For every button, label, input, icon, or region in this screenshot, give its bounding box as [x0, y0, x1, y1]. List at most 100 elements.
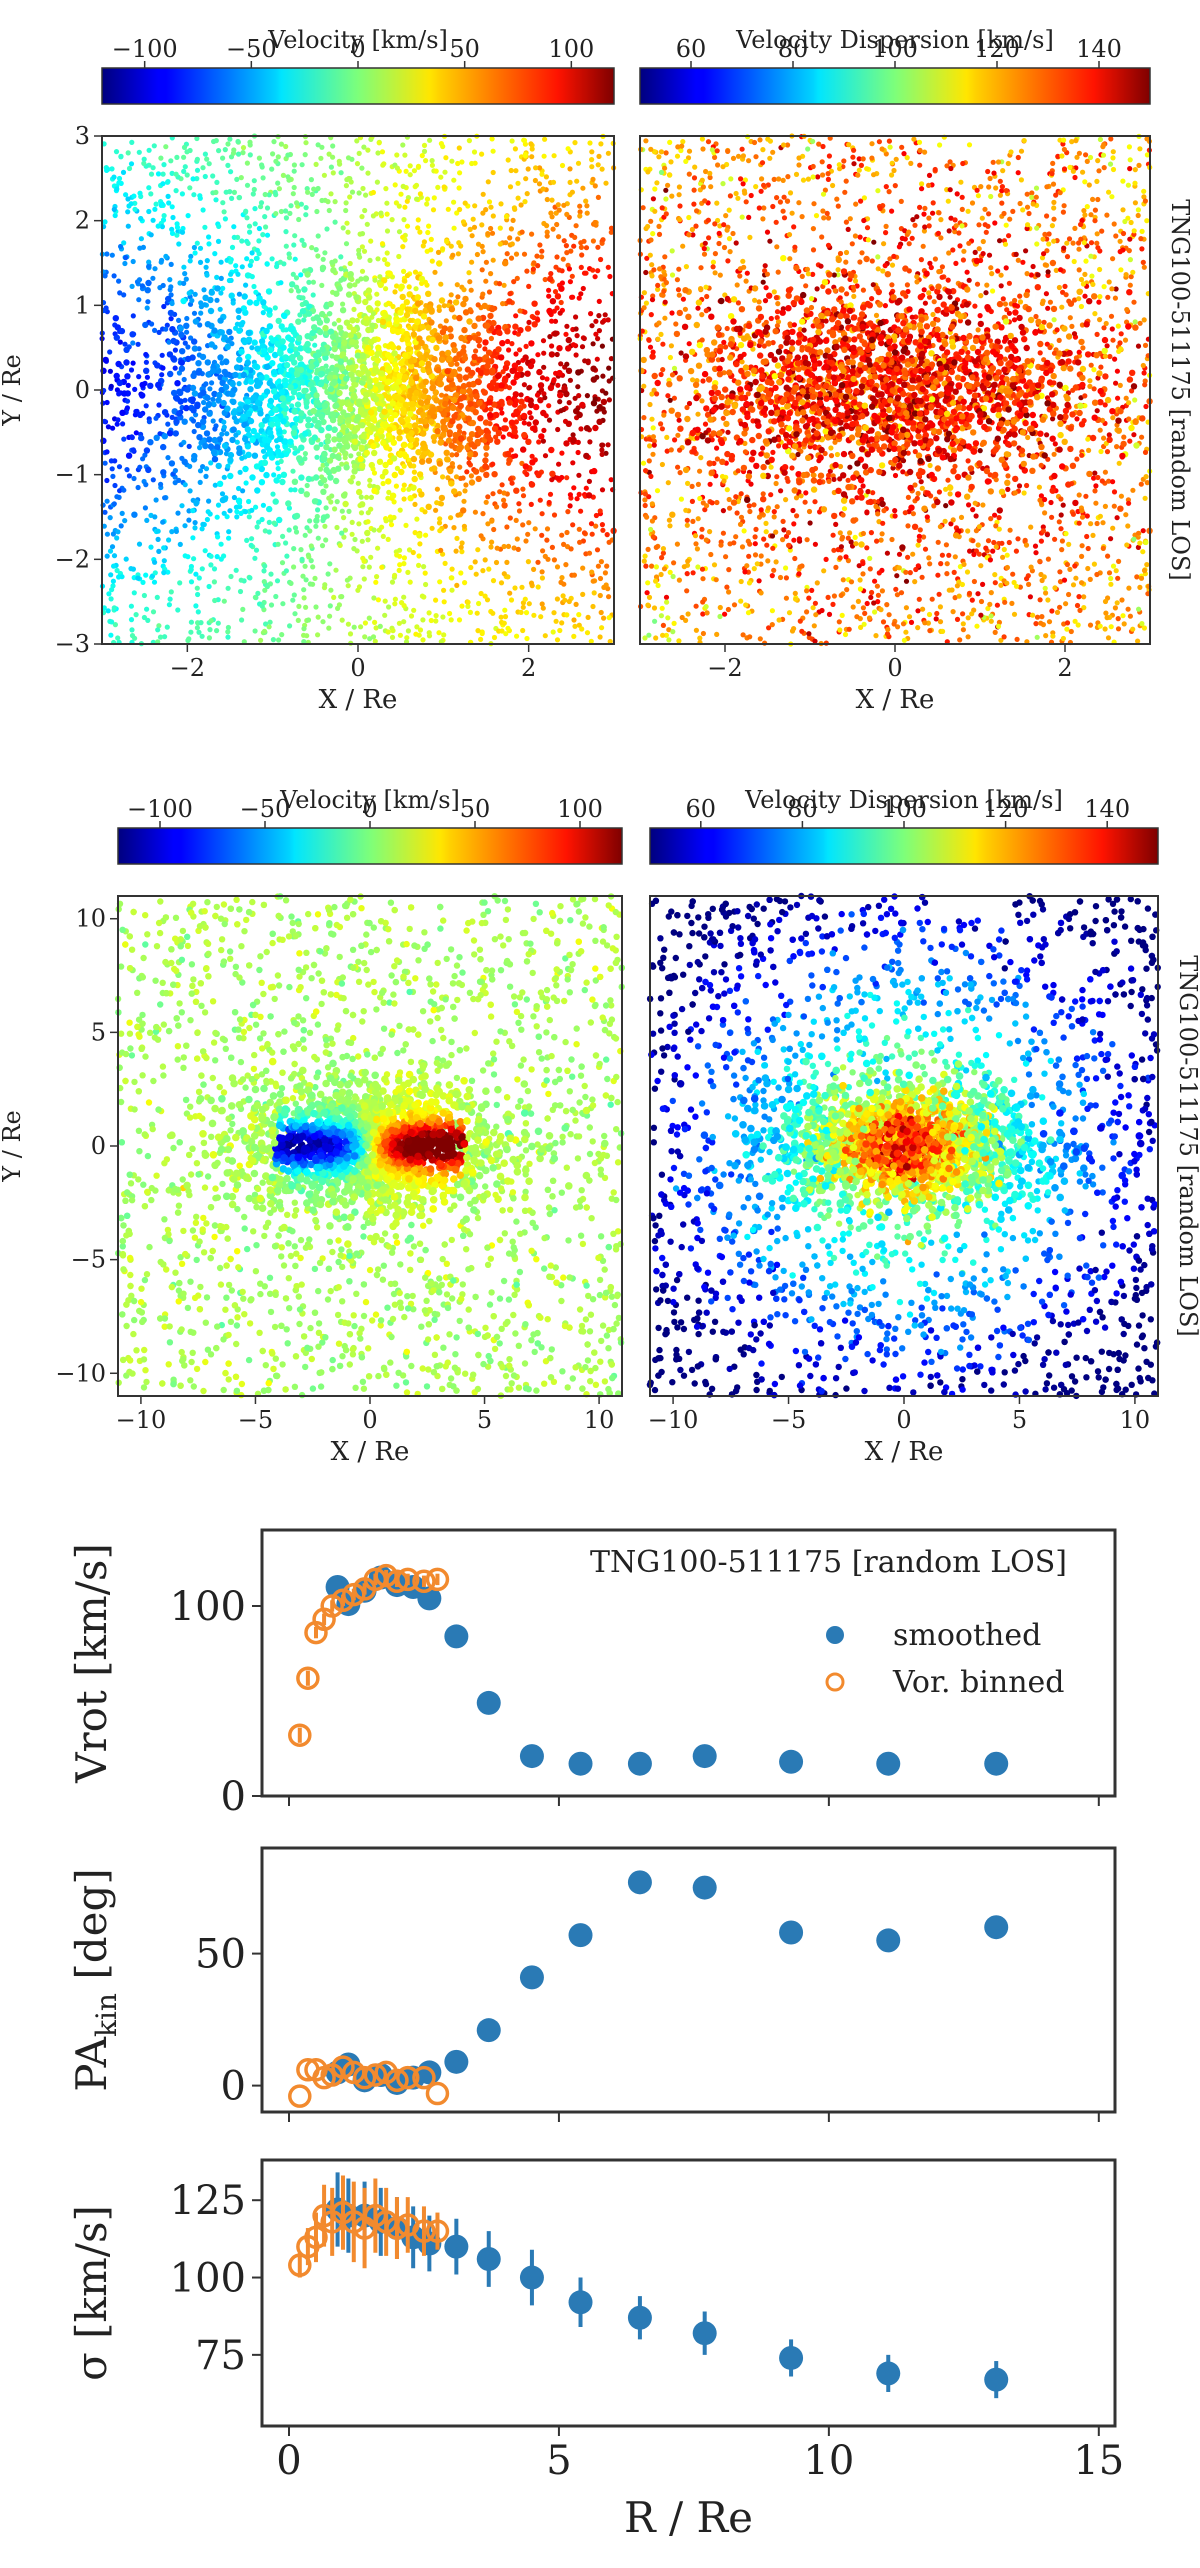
map-point — [333, 290, 340, 297]
map-point — [275, 541, 281, 547]
map-point — [111, 273, 117, 279]
map-point — [1088, 240, 1095, 246]
map-point — [592, 219, 598, 226]
map-point — [368, 461, 375, 469]
map-point — [554, 293, 562, 300]
map-point — [357, 406, 365, 413]
map-point — [256, 295, 263, 302]
map-point — [227, 259, 234, 265]
map-point — [531, 612, 537, 618]
map-point — [573, 408, 580, 415]
map-point — [238, 577, 244, 583]
map-point — [223, 371, 230, 378]
map-point — [300, 295, 306, 301]
map-point — [420, 430, 427, 437]
map-point — [302, 456, 308, 462]
map-point — [337, 542, 343, 549]
map-point — [570, 342, 577, 348]
map-point — [1051, 317, 1057, 323]
map-point — [685, 611, 691, 617]
map-point — [521, 431, 528, 439]
map-point — [368, 494, 374, 500]
map-point — [462, 309, 470, 316]
map-point — [202, 302, 208, 308]
map-point — [308, 558, 314, 564]
map-point — [573, 326, 579, 332]
map-point — [358, 444, 365, 451]
x-tick-label: −2 — [170, 654, 205, 682]
map-point — [680, 296, 687, 302]
map-point — [299, 556, 305, 563]
map-point — [479, 629, 485, 635]
map-point — [278, 458, 284, 464]
map-point — [290, 429, 298, 436]
map-point — [565, 336, 572, 344]
map-point — [407, 461, 413, 467]
map-point — [554, 221, 560, 228]
map-point — [205, 400, 213, 408]
map-point — [563, 331, 569, 337]
map-point — [392, 182, 398, 188]
map-point — [513, 517, 519, 524]
map-point — [596, 153, 602, 159]
map-point — [438, 547, 444, 554]
map-point — [583, 485, 589, 491]
map-point — [508, 419, 516, 426]
map-point — [311, 324, 318, 331]
map-point — [424, 196, 431, 202]
map-point — [203, 381, 209, 387]
map-point — [460, 475, 466, 481]
map-point — [231, 224, 237, 230]
map-point — [883, 223, 889, 229]
map-point — [489, 230, 496, 236]
map-point — [214, 285, 221, 292]
map-point — [193, 603, 199, 609]
map-point — [417, 627, 424, 633]
map-point — [234, 439, 240, 445]
map-point — [466, 387, 473, 395]
map-point — [805, 176, 812, 182]
map-point — [268, 421, 276, 428]
map-point — [513, 408, 520, 415]
map-point — [455, 160, 461, 167]
map-point — [109, 619, 115, 625]
map-point — [229, 436, 236, 444]
map-point — [699, 337, 705, 343]
map-point — [280, 344, 287, 351]
map-point — [460, 300, 467, 308]
map-point — [439, 392, 445, 398]
map-point — [510, 217, 516, 223]
map-point — [240, 413, 247, 420]
map-point — [236, 356, 243, 363]
map-point — [1090, 281, 1096, 287]
map-point — [419, 153, 425, 159]
map-point — [557, 310, 563, 316]
map-point — [249, 507, 255, 513]
map-point — [331, 321, 337, 327]
map-point — [400, 487, 406, 493]
map-point — [538, 614, 544, 620]
map-point — [339, 617, 345, 623]
map-point — [440, 424, 447, 432]
map-point — [111, 174, 117, 180]
map-point — [292, 487, 298, 493]
map-point — [767, 155, 773, 161]
map-point — [158, 481, 164, 487]
map-point — [588, 521, 595, 527]
map-point — [370, 442, 377, 450]
map-point — [433, 507, 439, 513]
map-point — [438, 494, 446, 502]
map-point — [248, 542, 254, 549]
map-point — [525, 531, 531, 537]
map-point — [319, 543, 326, 549]
map-point — [529, 459, 536, 466]
map-point — [359, 165, 365, 171]
map-point — [658, 371, 664, 378]
map-point — [423, 581, 429, 588]
map-point — [155, 627, 161, 633]
map-point — [225, 629, 231, 635]
map-point — [445, 206, 451, 212]
map-point — [547, 384, 555, 392]
map-point — [602, 312, 608, 318]
map-point — [433, 397, 440, 404]
